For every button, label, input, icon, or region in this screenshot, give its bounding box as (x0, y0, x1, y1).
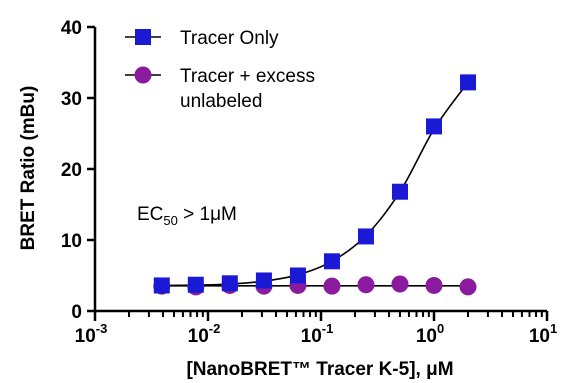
y-ticks: 0 10 20 30 40 (61, 18, 95, 323)
x-tick-base: 10 (75, 326, 96, 347)
square-data-point (460, 74, 477, 91)
legend-label: Tracer Only (180, 28, 279, 49)
square-data-point (391, 183, 408, 200)
x-ticks: 10-3 10-2 10-1 100 101 (75, 311, 557, 347)
circle-data-point (459, 278, 477, 296)
x-tick-exponent: -3 (96, 321, 108, 336)
x-tick-exponent: -1 (322, 321, 334, 336)
x-tick-label: 10-3 (75, 321, 108, 347)
ec50-annotation: EC50 > 1μM (137, 204, 237, 228)
circle-data-point (391, 275, 409, 293)
x-tick-label: 101 (529, 321, 557, 347)
square-data-point (323, 253, 340, 270)
legend-label: unlabeled (180, 91, 262, 112)
circle-data-point (425, 276, 443, 294)
square-data-point (426, 118, 442, 135)
x-tick-label: 10-1 (301, 321, 334, 347)
square-data-point (221, 275, 238, 292)
x-tick-exponent: 1 (550, 321, 557, 336)
legend-circle-icon (134, 66, 152, 84)
circle-data-point (357, 276, 375, 294)
square-data-point (357, 228, 374, 245)
y-tick-label: 40 (61, 18, 82, 39)
y-tick-label: 30 (61, 89, 82, 110)
ec50-suffix: > 1μM (178, 204, 237, 225)
square-data-point (255, 272, 272, 289)
x-tick-exponent: -2 (209, 321, 221, 336)
y-tick-label: 20 (61, 160, 82, 181)
x-tick-base: 10 (301, 326, 322, 347)
x-axis-title: [NanoBRET™ Tracer K-5], μM (186, 359, 453, 380)
circle-data-point (323, 277, 341, 295)
legend-label: Tracer + excess (180, 66, 315, 87)
fit-curve (161, 81, 469, 287)
square-data-point (289, 267, 306, 284)
fit-curves (161, 81, 469, 287)
x-tick-base: 10 (416, 326, 437, 347)
ec50-prefix: EC (137, 204, 163, 225)
x-tick-base: 10 (188, 326, 209, 347)
legend-square-icon (135, 29, 151, 45)
x-tick-label: 100 (416, 321, 444, 347)
data-markers (153, 74, 477, 296)
x-tick-label: 10-2 (188, 321, 221, 347)
y-tick-label: 10 (61, 231, 82, 252)
x-tick-base: 10 (529, 326, 550, 347)
legend: Tracer Only Tracer + excess unlabeled (125, 28, 315, 112)
square-data-point (187, 276, 204, 293)
y-axis-title: BRET Ratio (mBu) (18, 86, 39, 251)
y-tick-label: 0 (71, 302, 82, 323)
x-tick-exponent: 0 (437, 321, 444, 336)
ec50-subscript: 50 (163, 213, 177, 228)
square-data-point (153, 277, 170, 294)
